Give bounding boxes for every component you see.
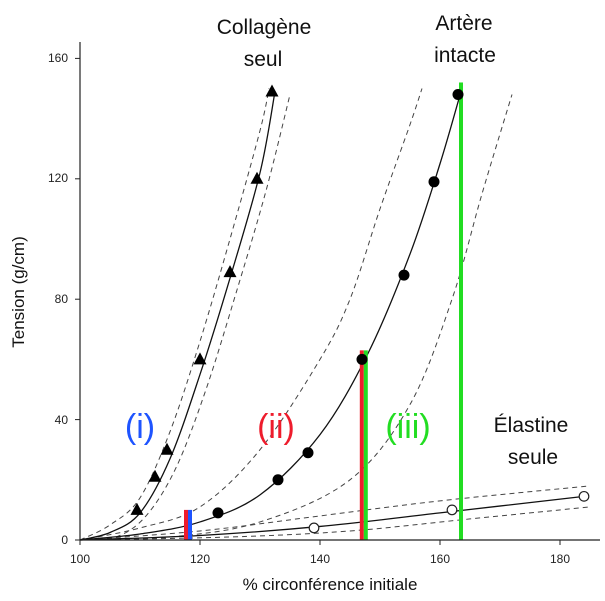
tick-marks bbox=[75, 57, 561, 545]
confidence-band-line bbox=[79, 94, 291, 541]
elastin-curve-label: Élastine bbox=[494, 414, 569, 437]
region-boundary-bar bbox=[188, 509, 192, 540]
region-boundary-bar bbox=[184, 509, 188, 540]
triangle-data-point bbox=[160, 442, 174, 455]
axes bbox=[79, 42, 600, 541]
open-circle-data-point bbox=[308, 522, 320, 534]
collagen-curve-label: seul bbox=[244, 48, 283, 71]
region-label-iii: (iii) bbox=[385, 408, 430, 446]
open-circle-data-point bbox=[578, 490, 590, 502]
x-axis-title: % circonférence initiale bbox=[243, 575, 418, 594]
y-tick-label: 120 bbox=[48, 171, 68, 185]
circle-data-point bbox=[428, 176, 440, 188]
y-tick-label: 160 bbox=[48, 51, 68, 65]
region-boundary-bar bbox=[459, 82, 463, 540]
fitted-curves bbox=[79, 91, 585, 541]
circle-data-point bbox=[452, 89, 464, 101]
collagen-curve-label: Collagène bbox=[217, 16, 312, 39]
region-label-ii: (ii) bbox=[257, 408, 295, 446]
triangle-data-point bbox=[130, 502, 144, 515]
confidence-bands bbox=[79, 88, 591, 541]
y-tick-label: 0 bbox=[61, 533, 68, 547]
triangle-data-point bbox=[223, 265, 237, 278]
circle-data-point bbox=[272, 474, 284, 486]
artery-curve-label: Artère bbox=[435, 12, 492, 35]
data-points bbox=[130, 84, 590, 534]
x-tick-label: 120 bbox=[190, 552, 210, 566]
confidence-band-line bbox=[79, 506, 591, 541]
x-tick-label: 180 bbox=[550, 552, 570, 566]
region-boundary-bar bbox=[359, 350, 364, 540]
open-circle-data-point bbox=[446, 504, 458, 516]
circle-data-point bbox=[356, 353, 368, 365]
triangle-data-point bbox=[193, 352, 207, 365]
x-tick-label: 160 bbox=[430, 552, 450, 566]
series-curve-line bbox=[79, 91, 276, 541]
region-boundary-markers bbox=[184, 82, 463, 540]
confidence-band-line bbox=[79, 485, 591, 541]
series-curve-line bbox=[79, 495, 585, 541]
confidence-band-line bbox=[79, 88, 270, 541]
y-axis-title: Tension (g/cm) bbox=[9, 236, 28, 347]
triangle-data-point bbox=[265, 84, 279, 97]
region-label-i: (i) bbox=[125, 408, 155, 446]
circle-data-point bbox=[398, 269, 410, 281]
confidence-band-line bbox=[79, 88, 423, 541]
y-tick-label: 40 bbox=[55, 413, 69, 427]
circle-data-point bbox=[302, 447, 314, 459]
triangle-data-point bbox=[148, 469, 162, 482]
confidence-band-line bbox=[79, 94, 513, 541]
y-tick-label: 80 bbox=[55, 292, 69, 306]
artery-curve-label: intacte bbox=[434, 44, 496, 67]
series-curve-line bbox=[79, 91, 462, 541]
x-tick-label: 100 bbox=[70, 552, 90, 566]
elastin-curve-label: seule bbox=[508, 446, 558, 469]
triangle-data-point bbox=[250, 171, 264, 184]
x-tick-label: 140 bbox=[310, 552, 330, 566]
region-boundary-bar bbox=[363, 350, 368, 540]
circle-data-point bbox=[212, 507, 224, 519]
